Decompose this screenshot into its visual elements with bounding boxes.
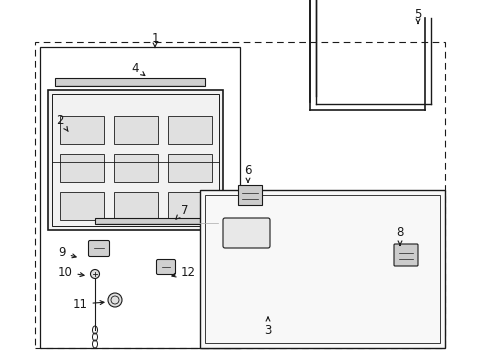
FancyBboxPatch shape <box>88 240 109 256</box>
FancyBboxPatch shape <box>156 260 175 275</box>
Text: 12: 12 <box>172 266 195 279</box>
Bar <box>95 218 220 224</box>
Bar <box>60 192 104 220</box>
Bar <box>168 116 212 144</box>
Bar <box>55 78 204 86</box>
Text: 10: 10 <box>58 266 84 279</box>
Text: 1: 1 <box>151 32 159 48</box>
Text: 9: 9 <box>58 247 76 260</box>
Text: 7: 7 <box>176 203 188 219</box>
Bar <box>48 90 223 230</box>
FancyBboxPatch shape <box>223 218 269 248</box>
Bar <box>168 192 212 220</box>
Text: 2: 2 <box>56 113 68 131</box>
Text: 11: 11 <box>72 297 104 310</box>
Text: 4: 4 <box>131 62 144 76</box>
Circle shape <box>108 293 122 307</box>
Bar <box>114 116 158 144</box>
Bar <box>200 190 444 348</box>
Bar <box>238 185 262 205</box>
Bar <box>60 154 104 182</box>
Text: 6: 6 <box>244 163 251 182</box>
FancyBboxPatch shape <box>393 244 417 266</box>
Text: 3: 3 <box>264 317 271 337</box>
Bar <box>114 154 158 182</box>
Bar <box>52 94 219 226</box>
Text: 5: 5 <box>413 8 421 23</box>
Text: 8: 8 <box>395 226 403 245</box>
Circle shape <box>90 270 99 279</box>
Bar <box>40 47 240 348</box>
Bar <box>168 154 212 182</box>
Bar <box>60 116 104 144</box>
Bar <box>204 195 439 343</box>
Bar <box>114 192 158 220</box>
Bar <box>35 42 444 348</box>
